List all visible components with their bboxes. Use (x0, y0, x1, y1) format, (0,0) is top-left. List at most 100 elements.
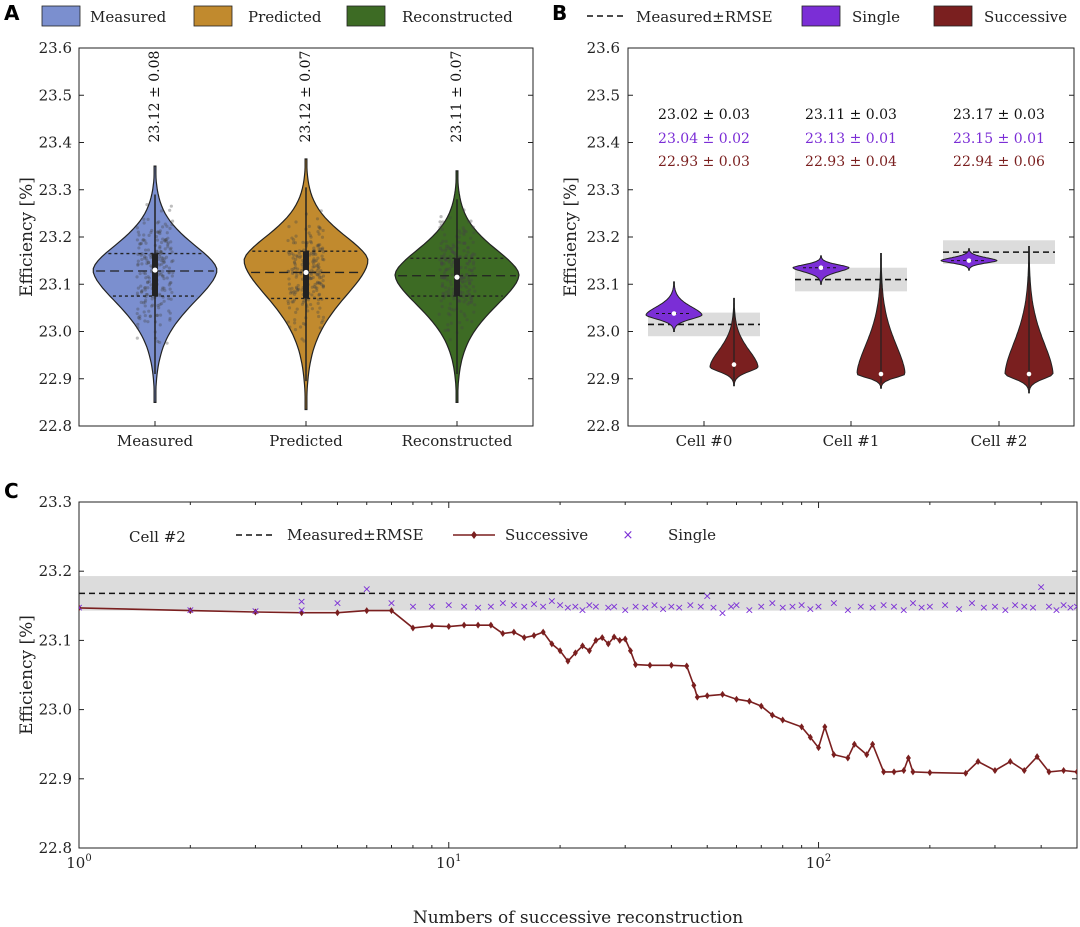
swarm-point (310, 268, 314, 272)
legend-c-marker-successive (471, 531, 477, 539)
swarm-point (321, 284, 325, 288)
y-tick-label-a: 22.9 (39, 370, 72, 388)
swarm-point (294, 234, 298, 238)
swarm-point (310, 293, 314, 297)
swarm-point (142, 310, 146, 314)
y-tick-label-a: 23.0 (39, 323, 72, 341)
single-point: × (990, 600, 999, 613)
swarm-point (442, 276, 446, 280)
legend-b: Measured±RMSE Single Successive (587, 5, 1067, 27)
single-point: × (925, 600, 934, 613)
swarm-point (318, 270, 322, 274)
successive-point (364, 607, 370, 615)
swarm-point (136, 286, 140, 290)
swarm-point (146, 217, 150, 221)
swarm-point (448, 338, 452, 342)
swarm-point (467, 292, 471, 296)
single-point: × (604, 601, 613, 614)
swarm-point (447, 292, 451, 296)
swarm-point (311, 258, 316, 263)
swarm-point (309, 239, 313, 244)
legend-a-label-measured: Measured (90, 8, 167, 26)
swarm-point (159, 272, 163, 277)
swarm-point (158, 294, 162, 298)
swarm-point (163, 237, 168, 242)
swarm-point (465, 261, 469, 266)
violin-single-cell-0 (645, 281, 703, 332)
swarm-point (452, 251, 456, 255)
swarm-point (440, 261, 444, 265)
swarm-point (469, 219, 473, 223)
swarm-point (149, 283, 153, 287)
swarm-point (163, 247, 167, 251)
cell-label-c: Cell #2 (129, 528, 186, 546)
swarm-point (316, 262, 321, 266)
swarm-point (158, 246, 162, 250)
swarm-point (297, 249, 301, 253)
swarm-point (468, 296, 473, 300)
swarm-point (448, 302, 452, 306)
swarm-point (142, 286, 147, 290)
swarm-point (163, 288, 167, 293)
swarm-point (458, 240, 462, 245)
x-tick-label-b: Cell #0 (676, 432, 733, 450)
swarm-point (150, 228, 154, 233)
single-point: × (1066, 601, 1075, 614)
successive-point (691, 681, 697, 689)
swarm-point (315, 288, 319, 293)
swarm-point (307, 231, 311, 235)
single-point: × (520, 600, 529, 613)
swarm-point (470, 297, 474, 301)
swarm-point (458, 231, 462, 235)
swarm-point (462, 233, 466, 237)
swarm-point (165, 239, 169, 244)
swarm-point (442, 296, 446, 300)
y-tick-label-b: 23.2 (587, 228, 620, 246)
y-tick-label-b: 23.5 (587, 86, 620, 104)
swarm-point (313, 259, 317, 263)
swarm-point (448, 257, 453, 262)
swarm-point (155, 221, 160, 225)
y-tick-label-a: 23.3 (39, 181, 72, 199)
swarm-point (287, 252, 291, 256)
swarm-point (461, 280, 465, 284)
swarm-point (451, 261, 455, 265)
swarm-point (146, 280, 150, 284)
single-point: × (650, 598, 659, 611)
single-point: × (1059, 598, 1068, 611)
swarm-point (294, 310, 298, 314)
single-point: × (539, 600, 548, 613)
single-point: × (1072, 600, 1080, 613)
swarm-point (297, 287, 301, 291)
swarm-point (317, 292, 322, 296)
y-tick-label-a: 23.1 (39, 275, 72, 293)
successive-point (565, 657, 571, 665)
y-tick-label-c: 23.2 (39, 562, 72, 580)
swarm-point (142, 301, 146, 305)
swarm-point (169, 246, 173, 250)
swarm-point (159, 209, 164, 213)
successive-point (605, 640, 611, 648)
swarm-point (164, 264, 169, 268)
single-point: × (387, 596, 396, 609)
swarm-point (442, 252, 447, 256)
swarm-point (161, 259, 165, 263)
single-point: × (621, 603, 630, 616)
swarm-point (318, 326, 322, 330)
single-point: × (591, 600, 600, 613)
swarm-point (318, 306, 322, 310)
swarm-point (469, 236, 473, 240)
swarm-point (440, 282, 445, 286)
single-point: × (610, 600, 619, 613)
swarm-point (157, 254, 161, 259)
swarm-point (161, 274, 165, 278)
swarm-point (446, 328, 450, 332)
y-tick-label-a: 23.2 (39, 228, 72, 246)
single-point: × (899, 603, 908, 616)
panel-b-letter: B (552, 1, 567, 25)
swarm-point (444, 258, 448, 262)
swarm-point (310, 307, 315, 311)
swarm-point (137, 233, 141, 237)
swarm-point (315, 269, 319, 273)
panel-c-letter: C (4, 479, 19, 503)
